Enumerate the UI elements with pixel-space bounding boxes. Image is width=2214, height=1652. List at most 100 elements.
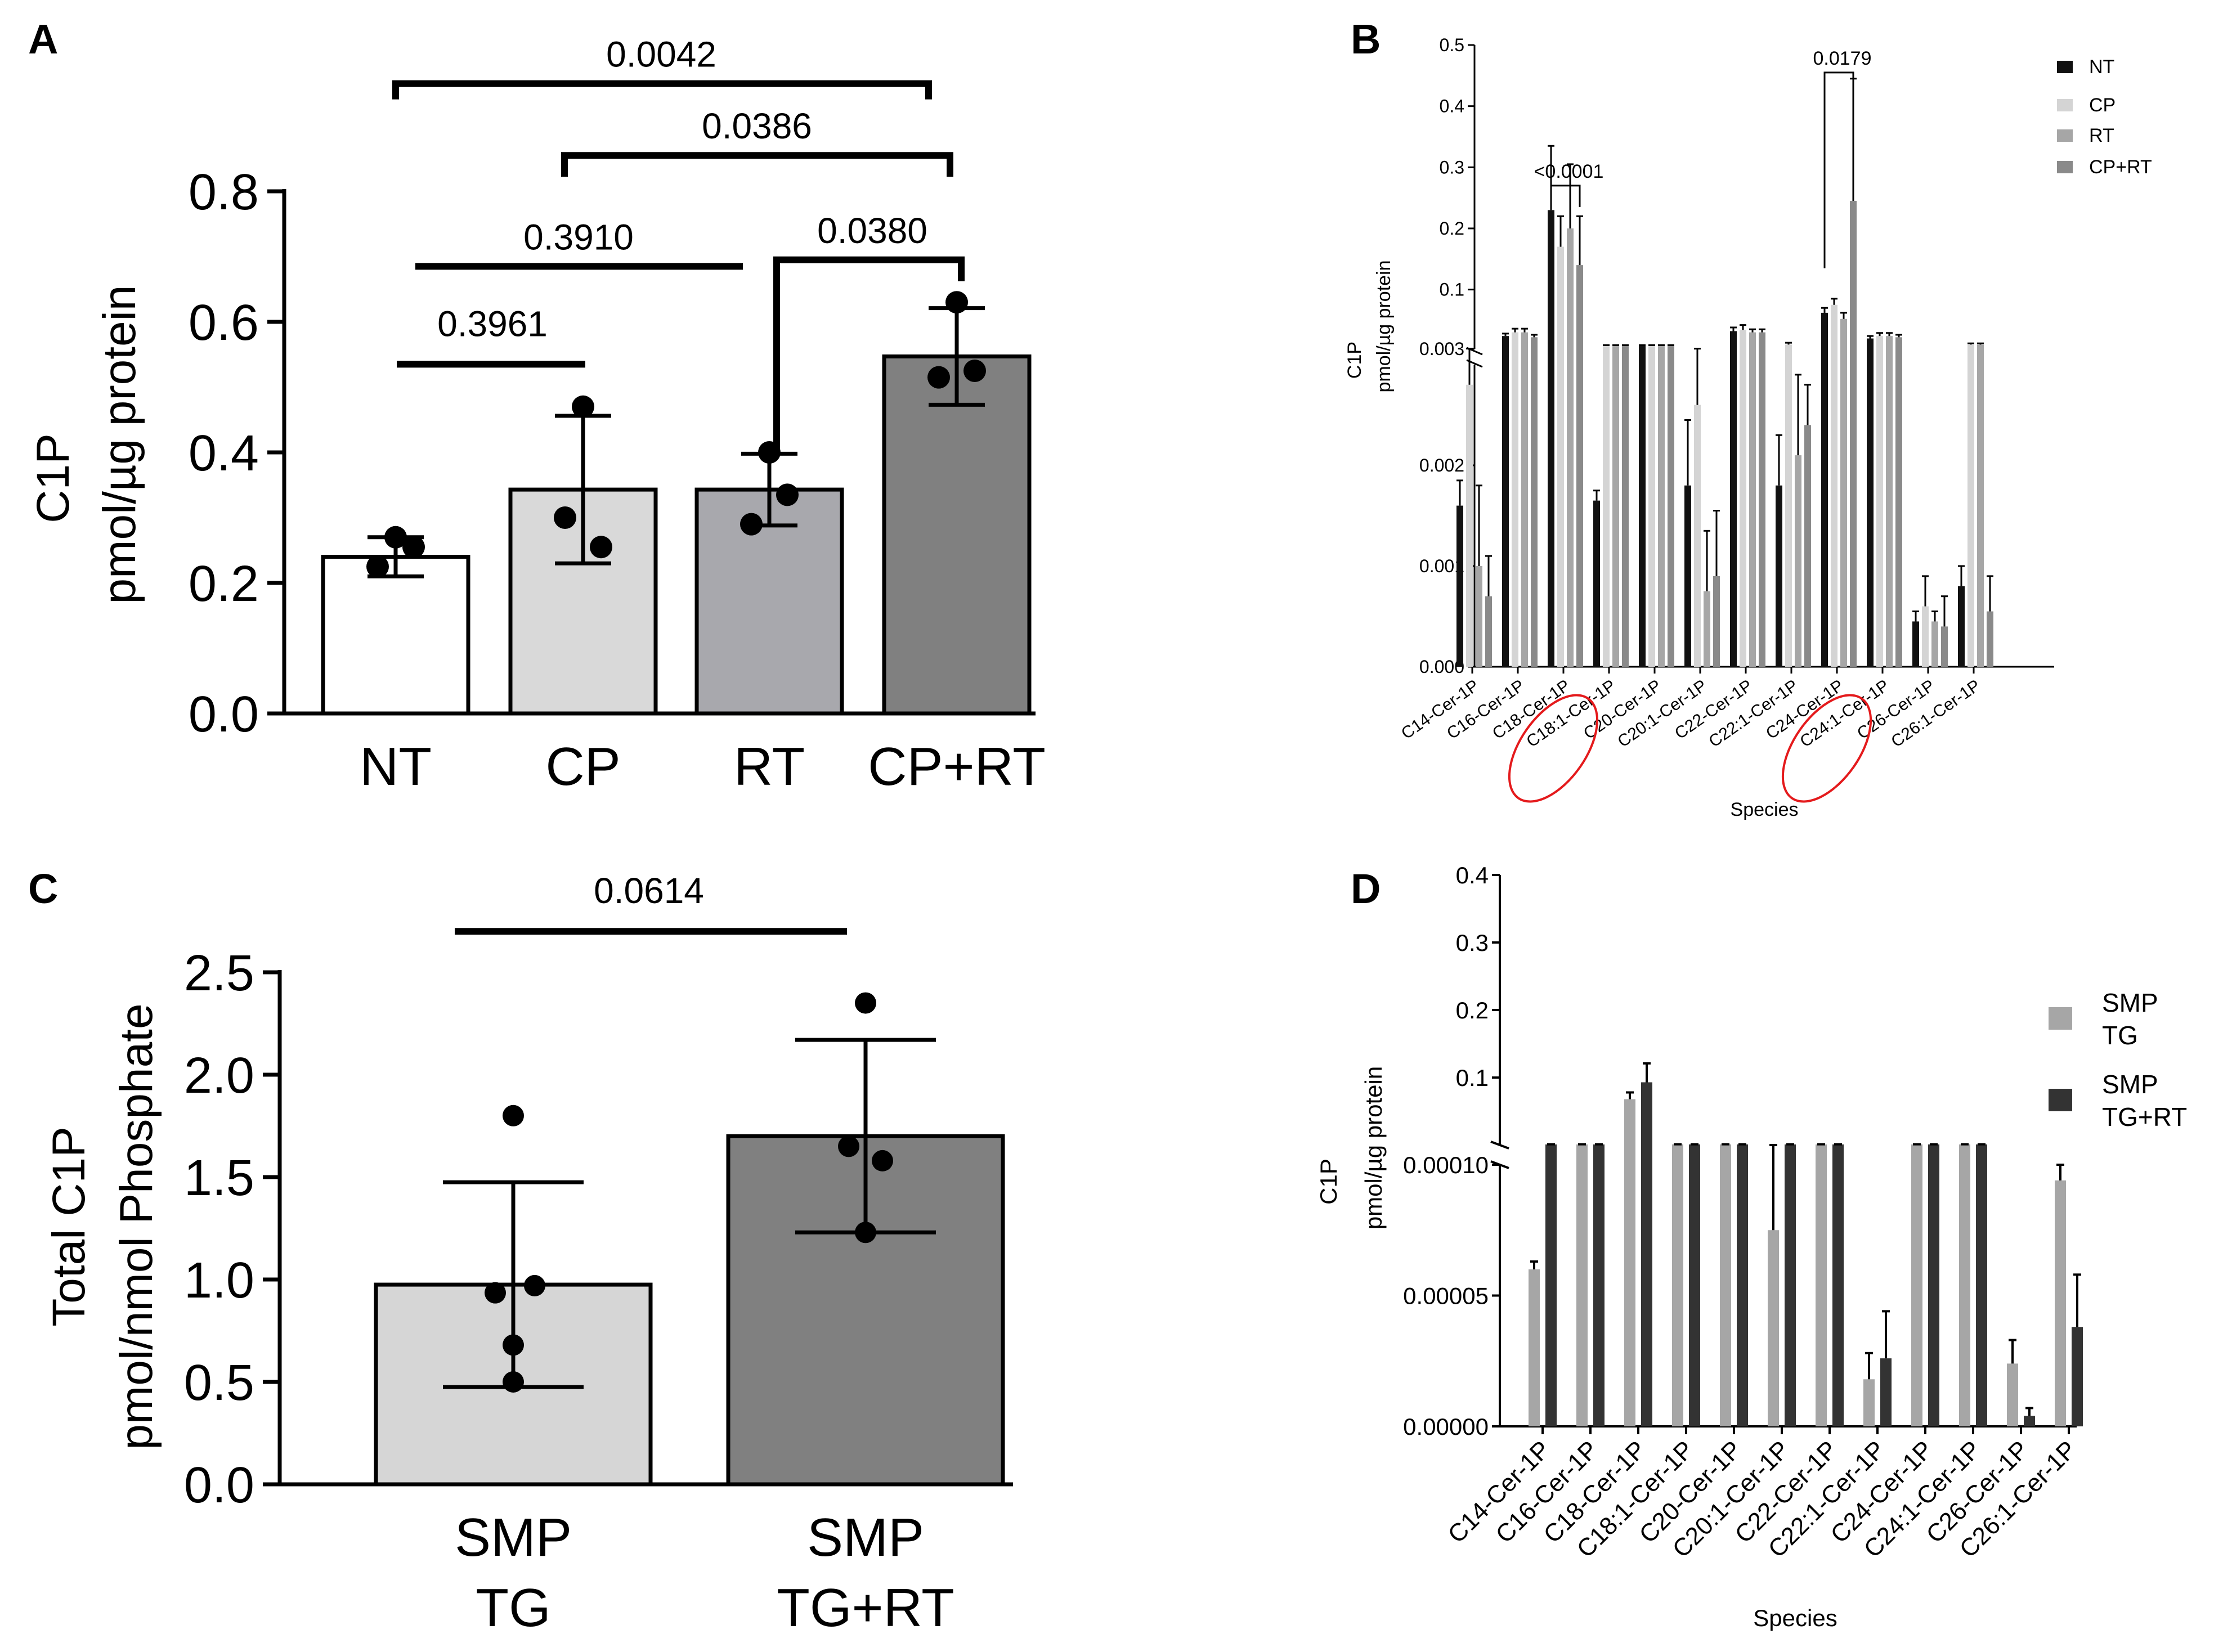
bar-CP-C26-Cer-1P bbox=[1922, 606, 1929, 667]
bar-NT-C20-Cer-1P bbox=[1639, 345, 1646, 667]
x-tick-label-NT: NT bbox=[360, 737, 432, 797]
data-point-SMP-TG bbox=[503, 1371, 524, 1393]
data-point-SMP-TG+RT bbox=[855, 1222, 876, 1244]
bar-RT-C22-Cer-1P bbox=[1749, 332, 1756, 667]
bar-CP+RT-C20:1-Cer-1P bbox=[1713, 576, 1720, 667]
bar-CP+RT-C26-Cer-1P bbox=[1941, 626, 1948, 667]
bar-NT-C18:1-Cer-1P bbox=[1593, 500, 1600, 667]
y-tick-label: 0.2 bbox=[1440, 218, 1464, 239]
bar-CP+RT-C26:1-Cer-1P bbox=[1987, 611, 1993, 667]
y-tick-label: 0.3 bbox=[1456, 930, 1489, 956]
y-tick-label: 0.00000 bbox=[1403, 1413, 1489, 1440]
bar-RT-C24-Cer-1P bbox=[1840, 318, 1847, 667]
bar-RT-C20:1-Cer-1P bbox=[1704, 591, 1710, 667]
y-tick-label: 0.1 bbox=[1440, 280, 1464, 300]
legend-swatch-SMP TG+RT bbox=[2049, 1089, 2072, 1111]
data-point-NT bbox=[384, 526, 407, 549]
bar-CP-C24-Cer-1P bbox=[1831, 304, 1837, 667]
bar-SMP TG+RT-C14-Cer-1P bbox=[1545, 1144, 1557, 1426]
bar-SMP TG-C20:1-Cer-1P bbox=[1768, 1230, 1779, 1426]
legend-label-SMP TG-line2: TG bbox=[2102, 1021, 2138, 1050]
y-axis-subtitle: pmol/µg protein bbox=[1373, 260, 1395, 392]
bar-SMP TG-C24-Cer-1P bbox=[1911, 1144, 1922, 1426]
bar-NT-C26:1-Cer-1P bbox=[1958, 586, 1965, 667]
data-point-NT bbox=[402, 536, 425, 559]
y-axis-title: C1P bbox=[1344, 342, 1365, 379]
data-point-SMP-TG+RT bbox=[838, 1135, 859, 1157]
x-axis-title: Species bbox=[1753, 1605, 1837, 1631]
legend-label-CP: CP bbox=[2089, 95, 2116, 116]
bar-SMP TG+RT-C20:1-Cer-1P bbox=[1785, 1144, 1796, 1426]
legend-swatch-RT bbox=[2057, 129, 2073, 142]
bracket-<0.0001 bbox=[1550, 185, 1581, 207]
data-point-SMP-TG bbox=[524, 1274, 545, 1296]
data-point-CP+RT bbox=[963, 360, 986, 382]
p-value-label: 0.3910 bbox=[523, 217, 634, 257]
bar-CP+RT-C22-Cer-1P bbox=[1759, 332, 1765, 667]
bar-SMP TG-C14-Cer-1P bbox=[1529, 1269, 1540, 1426]
panel-a: A 0.0 0.2 0.4 0.6 0.8 C1P pmol/µg protein NT CP RT… bbox=[28, 16, 1046, 797]
y-tick-label: 0.4 bbox=[1440, 96, 1464, 116]
bar-NT-C18-Cer-1P bbox=[1548, 210, 1554, 667]
bar-SMP TG+RT-C18:1-Cer-1P bbox=[1689, 1144, 1700, 1426]
bar-CP-C26:1-Cer-1P bbox=[1967, 344, 1974, 667]
bar-NT-C20:1-Cer-1P bbox=[1684, 485, 1691, 667]
y-tick-label: 2.5 bbox=[184, 945, 254, 1002]
y-tick-label: 0.1 bbox=[1456, 1065, 1489, 1091]
bar-CP-C20:1-Cer-1P bbox=[1694, 405, 1701, 667]
bar-SMP TG-C18:1-Cer-1P bbox=[1672, 1144, 1683, 1426]
y-tick-label: 0.003 bbox=[1419, 339, 1464, 359]
bar-CP+RT-C18-Cer-1P bbox=[1576, 265, 1583, 667]
bar-CP+RT-C14-Cer-1P bbox=[1485, 596, 1492, 667]
p-value-label: 0.0614 bbox=[594, 870, 704, 911]
y-tick-label: 1.5 bbox=[184, 1150, 254, 1206]
bar-RT-C18-Cer-1P bbox=[1567, 228, 1574, 667]
bracket-0.0380 bbox=[773, 256, 965, 456]
bar-SMP TG+RT-C26-Cer-1P bbox=[2024, 1416, 2035, 1426]
bar-RT-C26-Cer-1P bbox=[1931, 621, 1938, 667]
bar-SMP TG-C20-Cer-1P bbox=[1720, 1144, 1731, 1426]
data-point-SMP-TG+RT bbox=[872, 1150, 893, 1171]
y-tick-label: 0.2 bbox=[1456, 997, 1489, 1023]
bar-SMP TG+RT-C18-Cer-1P bbox=[1641, 1082, 1652, 1426]
y-axis-title: C1P bbox=[28, 433, 79, 523]
bar-CP-C22:1-Cer-1P bbox=[1785, 344, 1792, 667]
panel-letter-d: D bbox=[1351, 865, 1381, 912]
data-point-NT bbox=[366, 555, 389, 578]
y-tick-label: 0.4 bbox=[1456, 862, 1489, 888]
panel-c: C 0.0 0.5 1.0 1.5 2.0 2.5 Total C1P pmol/nmol Ph… bbox=[28, 865, 1013, 1638]
p-value-label: 0.0179 bbox=[1813, 48, 1872, 69]
data-point-SMP-TG+RT bbox=[855, 992, 876, 1014]
x-tick-label-SMP-TG+RT-line2: TG+RT bbox=[777, 1578, 954, 1638]
bar-RT-C24:1-Cer-1P bbox=[1886, 336, 1893, 667]
legend-label-NT: NT bbox=[2089, 56, 2114, 78]
bar-CP-C18:1-Cer-1P bbox=[1603, 345, 1610, 667]
panel-letter-a: A bbox=[28, 16, 58, 62]
x-tick-label-SMP-TG-line1: SMP bbox=[455, 1507, 572, 1568]
x-tick-label-CP+RT: CP+RT bbox=[868, 737, 1046, 797]
bar-RT-C14-Cer-1P bbox=[1476, 566, 1482, 667]
x-axis-title: Species bbox=[1731, 799, 1799, 820]
data-point-SMP-TG bbox=[503, 1334, 524, 1356]
data-point-RT bbox=[776, 483, 799, 506]
x-tick-label-SMP-TG+RT-line1: SMP bbox=[807, 1507, 924, 1568]
y-tick-label: 1.0 bbox=[184, 1253, 254, 1309]
bar-SMP TG+RT-C16-Cer-1P bbox=[1593, 1144, 1605, 1426]
bar-SMP TG-C22-Cer-1P bbox=[1816, 1144, 1827, 1426]
data-point-CP+RT bbox=[927, 366, 950, 389]
bar-NT-C26-Cer-1P bbox=[1912, 621, 1919, 667]
y-tick-label: 0.3 bbox=[1440, 157, 1464, 177]
bar-NT-C16-Cer-1P bbox=[1502, 336, 1509, 667]
legend-label-SMP TG+RT-line1: SMP bbox=[2102, 1070, 2158, 1099]
legend-label-CP+RT: CP+RT bbox=[2089, 156, 2152, 178]
bar-SMP TG-C24:1-Cer-1P bbox=[1959, 1144, 1970, 1426]
y-axis-subtitle: pmol/nmol Phosphate bbox=[111, 1003, 162, 1449]
bar-NT bbox=[321, 555, 470, 716]
y-tick-label: 0.8 bbox=[189, 164, 259, 221]
highlight-circle-C18-Cer-1P bbox=[1508, 694, 1599, 803]
y-tick-label: 0.00005 bbox=[1403, 1283, 1489, 1309]
bar-CP+RT-C18:1-Cer-1P bbox=[1622, 345, 1629, 667]
p-value-label: 0.0042 bbox=[606, 34, 716, 75]
y-tick-label: 2.0 bbox=[184, 1048, 254, 1104]
